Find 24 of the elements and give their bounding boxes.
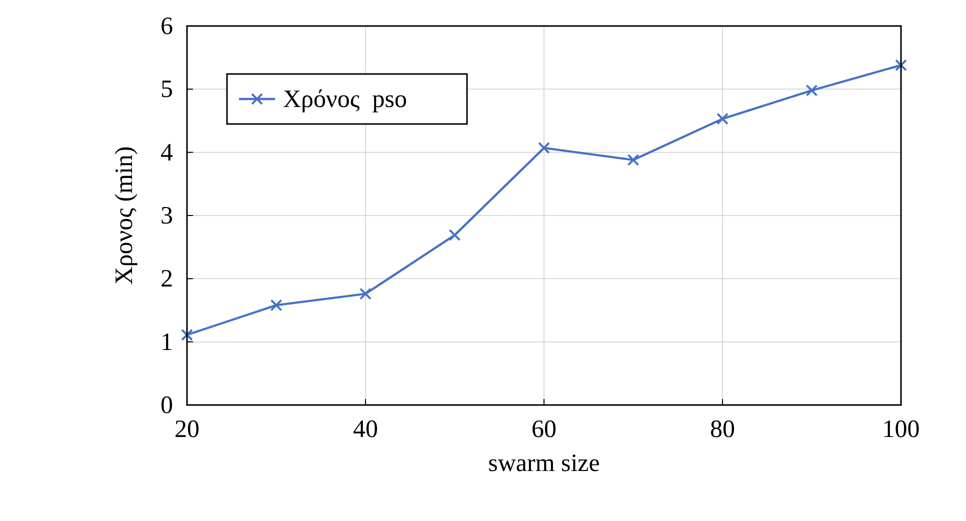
y-tick-label: 1 — [160, 328, 173, 356]
y-tick-label: 5 — [160, 76, 173, 104]
point — [895, 59, 907, 72]
x-tick-label: 80 — [710, 416, 735, 443]
point — [627, 154, 640, 166]
point — [270, 299, 282, 312]
y-axis-title: Χρονος (min) — [111, 146, 138, 285]
y-tick-label: 2 — [160, 266, 173, 293]
point — [448, 229, 461, 242]
point — [716, 112, 728, 125]
y-tick-label: 0 — [160, 392, 173, 419]
point — [806, 84, 818, 96]
point — [181, 328, 193, 341]
legend-label: Χρόνος pso — [283, 86, 407, 113]
x-tick-label: 100 — [882, 416, 920, 443]
point — [360, 288, 372, 300]
x-tick-label: 20 — [174, 416, 200, 443]
y-tick-label: 6 — [160, 13, 173, 40]
x-tick-label: 60 — [532, 416, 556, 443]
y-tick-label: 4 — [160, 139, 174, 166]
y-tick-label: 3 — [160, 202, 173, 230]
x-tick-label: 40 — [353, 416, 378, 443]
x-axis-title: swarm size — [488, 450, 600, 477]
point — [538, 142, 550, 154]
